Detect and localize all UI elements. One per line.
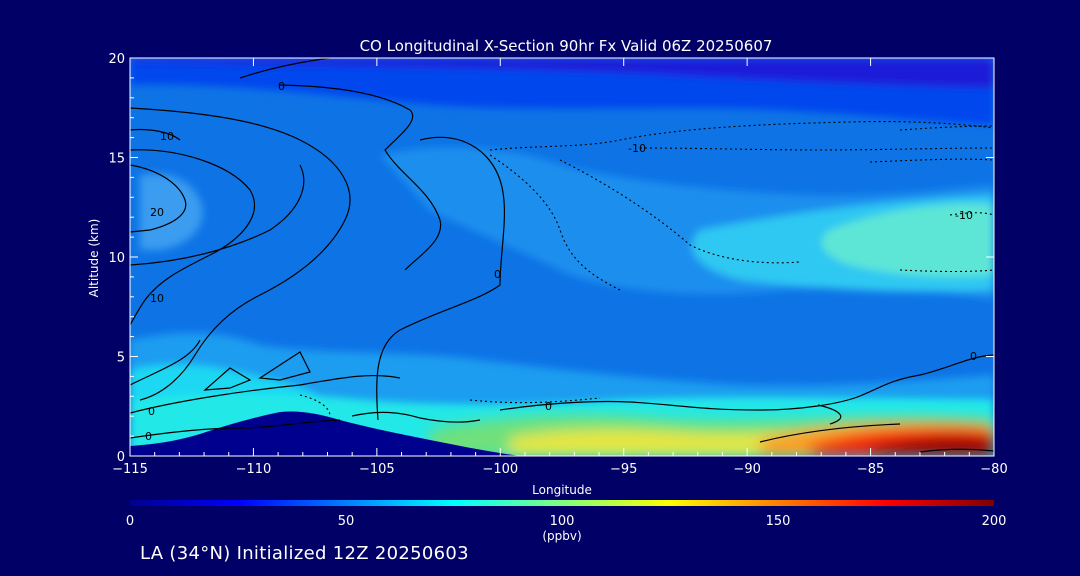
contour-label: 0 (145, 430, 152, 443)
colorbar-tick-label: 200 (982, 514, 1007, 529)
plume-dark-red (870, 436, 994, 456)
contour-label: 0 (545, 400, 552, 413)
y-tick-label: 20 (108, 52, 125, 67)
colorbar (130, 500, 994, 506)
x-axis-label: Longitude (532, 483, 592, 497)
stratosphere-top (130, 58, 994, 88)
chart-title: CO Longitudinal X-Section 90hr Fx Valid … (360, 37, 773, 55)
contour-labels: 10 20 10 0 0 0 -10 -10 0 0 0 (145, 80, 977, 443)
x-tick-label: −115 (112, 462, 148, 477)
contour-label: 0 (494, 268, 501, 281)
contour-label: 20 (150, 206, 164, 219)
footer-text: LA (34°N) Initialized 12Z 20250603 (140, 543, 469, 564)
contour-label: 10 (160, 130, 174, 143)
colorbar-tick-label: 100 (550, 514, 575, 529)
colorbar-unit-label: (ppbv) (542, 529, 581, 543)
x-tick-label: −90 (733, 462, 760, 477)
x-tick-label: −100 (482, 462, 518, 477)
contour-label: -10 (628, 142, 646, 155)
contour-label: -10 (955, 209, 973, 222)
x-tick-label: −85 (857, 462, 884, 477)
colorbar-ticks: 0 50 100 150 200 (126, 514, 1007, 529)
colorbar-tick-label: 0 (126, 514, 134, 529)
x-tick-label: −110 (236, 462, 272, 477)
y-tick-label: 0 (117, 450, 125, 465)
east-plume-core (821, 203, 994, 277)
plot-area: 10 20 10 0 0 0 -10 -10 0 0 0 (130, 58, 994, 456)
contour-label: 0 (970, 350, 977, 363)
west-lobe (140, 173, 203, 250)
colorbar-tick-label: 50 (338, 514, 355, 529)
x-tick-label: −95 (610, 462, 637, 477)
contours-solid (130, 58, 994, 453)
axes: −115 −110 −105 −100 −95 −90 −85 −80 0 5 10 15 20 (108, 52, 1007, 477)
colorbar-tick-label: 150 (766, 514, 791, 529)
y-tick-label: 10 (108, 251, 125, 266)
contour-label: 10 (150, 292, 164, 305)
contour-label: 0 (278, 80, 285, 93)
y-axis-label: Altitude (km) (87, 219, 101, 298)
y-tick-label: 15 (108, 152, 125, 167)
y-tick-label: 5 (117, 351, 125, 366)
x-tick-label: −80 (980, 462, 1007, 477)
x-tick-label: −105 (359, 462, 395, 477)
terrain (130, 411, 520, 456)
contours-dashed (299, 120, 994, 417)
contour-label: 0 (148, 405, 155, 418)
